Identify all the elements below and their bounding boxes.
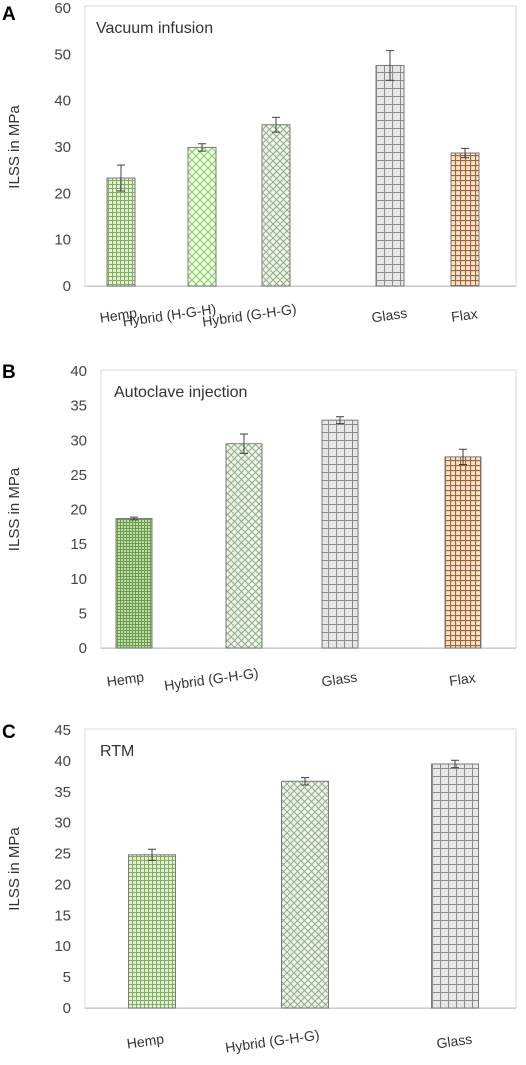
y-tick-label: 30	[54, 139, 71, 156]
y-tick-label: 50	[54, 46, 71, 63]
bar-glass	[321, 419, 359, 649]
panel-letter: B	[2, 362, 16, 383]
bar-glass	[375, 64, 405, 287]
bar-flax	[450, 152, 480, 287]
y-tick-label: 10	[54, 938, 71, 955]
error-bar	[148, 848, 156, 861]
error-bar	[117, 164, 125, 192]
bar-hybrid-g-h-g	[281, 780, 329, 1009]
y-axis-label: ILSS in MPa	[6, 827, 23, 911]
y-tick-label: 15	[54, 907, 71, 924]
y-tick-label: 5	[63, 969, 71, 986]
bar-hemp	[115, 518, 153, 649]
x-category-label: Hemp	[106, 668, 145, 689]
y-tick-label: 35	[54, 784, 71, 801]
y-tick-label: 5	[79, 605, 87, 622]
error-bar	[198, 143, 206, 152]
chart-panel-b: B 0 5 10 15 20 25 30 35 40 ILSS in MPa Autoclave in…	[2, 362, 517, 694]
x-category-label: Glass	[320, 669, 358, 690]
panel-title: RTM	[100, 743, 134, 760]
y-tick-label: 15	[70, 536, 87, 553]
error-bar	[130, 516, 138, 521]
bar-hybrid-g-h-g	[225, 443, 263, 649]
y-tick-label: 0	[79, 640, 87, 657]
panel-letter: A	[2, 4, 16, 25]
y-tick-label: 25	[70, 467, 87, 484]
y-tick-label: 20	[54, 185, 71, 202]
bar-flax	[444, 456, 482, 649]
y-tick-label: 40	[54, 753, 71, 770]
x-category-label: Flax	[448, 669, 476, 689]
x-category-label: Hemp	[126, 1030, 165, 1051]
y-axis-label: ILSS in MPa	[6, 105, 23, 189]
bar-hybrid-g-h-g	[261, 124, 291, 287]
panel-title: Autoclave injection	[114, 384, 247, 401]
y-tick-label: 0	[63, 1000, 71, 1017]
y-tick-label: 40	[54, 93, 71, 110]
y-tick-label: 0	[63, 278, 71, 295]
y-tick-label: 20	[54, 876, 71, 893]
error-bar	[301, 777, 309, 786]
error-bar	[386, 50, 394, 81]
error-bar	[459, 448, 467, 465]
y-tick-label: 20	[70, 502, 87, 519]
y-tick-label: 60	[54, 0, 71, 17]
error-bar	[461, 147, 469, 159]
bar-hybrid-h-g-h	[187, 146, 217, 287]
chart-panel-a: A 0 10 20 30 40 50 60 ILSS in MPa Vacuum infusion…	[2, 0, 517, 330]
chart-panel-c: C 0 5 10 15 20 25 30 35 40 45 ILSS in MPa RTM Hemp Hyb…	[2, 722, 517, 1056]
x-category-label: Glass	[370, 305, 408, 326]
panel-title: Vacuum infusion	[96, 20, 213, 37]
error-bar	[336, 416, 344, 425]
x-category-label: Hybrid (G-H-G)	[224, 1027, 320, 1056]
y-axis-label: ILSS in MPa	[6, 467, 23, 551]
y-tick-label: 45	[54, 722, 71, 739]
x-category-label: Hemp	[99, 304, 138, 325]
y-tick-label: 30	[70, 432, 87, 449]
y-tick-label: 40	[70, 363, 87, 380]
x-category-label: Glass	[435, 1031, 473, 1052]
error-bar	[451, 759, 459, 769]
x-category-label: Flax	[450, 305, 478, 325]
error-bar	[272, 116, 280, 133]
bar-hemp	[128, 854, 176, 1009]
panel-letter: C	[2, 722, 16, 743]
x-category-label: Hybrid (G-H-G)	[201, 301, 297, 330]
bar-glass	[431, 763, 479, 1009]
y-tick-label: 10	[54, 232, 71, 249]
y-tick-label: 10	[70, 571, 87, 588]
y-tick-label: 30	[54, 815, 71, 832]
x-category-label: Hybrid (G-H-G)	[163, 665, 259, 694]
error-bar	[240, 433, 248, 454]
y-tick-label: 25	[54, 846, 71, 863]
y-tick-label: 35	[70, 398, 87, 415]
bar-hemp	[106, 177, 136, 287]
